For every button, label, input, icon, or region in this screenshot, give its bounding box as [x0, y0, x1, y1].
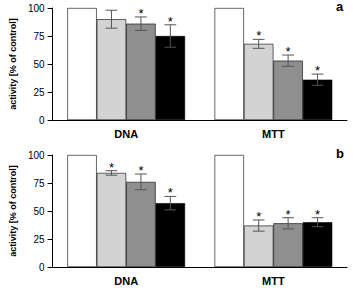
svg-text:*: *	[286, 44, 291, 59]
svg-text:activity [% of control]: activity [% of control]	[8, 18, 18, 110]
svg-text:25: 25	[33, 234, 45, 245]
svg-text:75: 75	[33, 31, 45, 42]
svg-text:MTT: MTT	[262, 128, 285, 140]
svg-text:a: a	[336, 0, 344, 14]
svg-text:DNA: DNA	[114, 275, 138, 287]
svg-text:0: 0	[39, 262, 45, 273]
svg-text:MTT: MTT	[262, 275, 285, 287]
svg-text:*: *	[315, 63, 320, 78]
svg-text:b: b	[336, 146, 344, 161]
svg-text:100: 100	[28, 3, 45, 14]
svg-text:*: *	[315, 207, 320, 222]
svg-text:*: *	[138, 163, 143, 178]
svg-text:*: *	[256, 209, 261, 224]
svg-text:0: 0	[39, 115, 45, 126]
svg-text:*: *	[168, 14, 173, 29]
svg-text:100: 100	[28, 150, 45, 161]
svg-text:50: 50	[33, 206, 45, 217]
svg-text:*: *	[256, 28, 261, 43]
svg-text:*: *	[168, 185, 173, 200]
svg-text:*: *	[109, 160, 114, 175]
svg-text:DNA: DNA	[114, 128, 138, 140]
svg-text:25: 25	[33, 87, 45, 98]
svg-text:75: 75	[33, 178, 45, 189]
svg-text:*: *	[138, 6, 143, 21]
svg-text:50: 50	[33, 59, 45, 70]
svg-text:*: *	[286, 207, 291, 222]
svg-text:activity [% of control]: activity [% of control]	[8, 165, 18, 257]
